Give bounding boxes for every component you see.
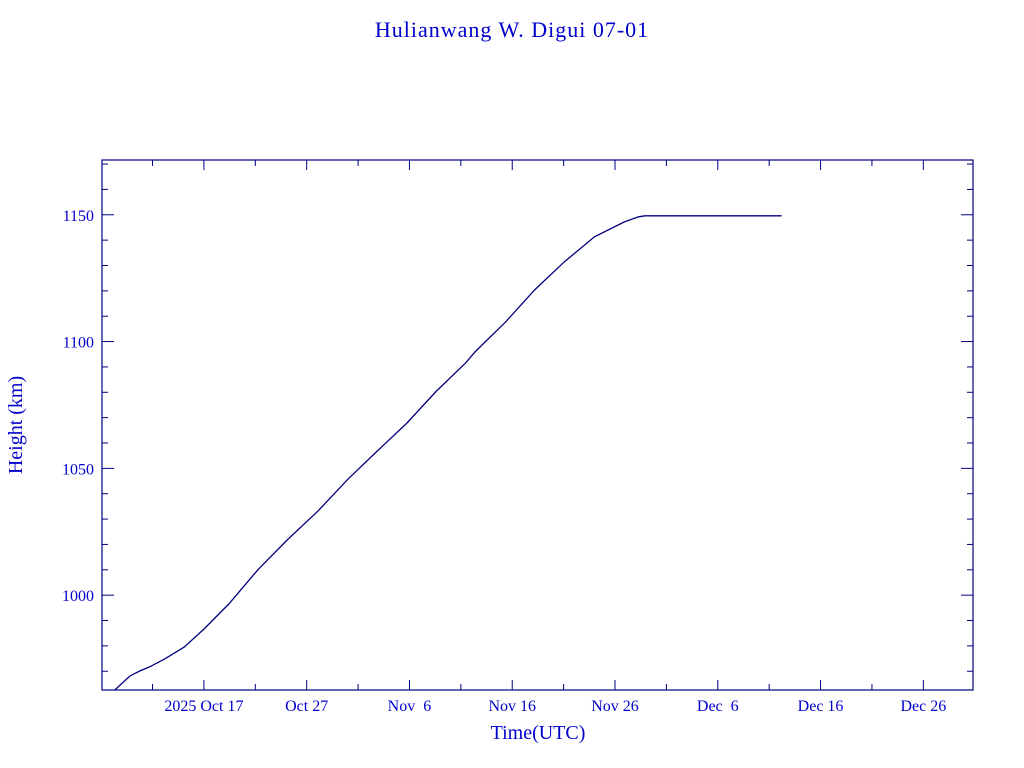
x-tick-label: Dec 6 — [697, 698, 739, 715]
y-tick-label: 1000 — [62, 588, 94, 605]
axis-ticks — [102, 160, 973, 690]
x-tick-label: Nov 16 — [488, 698, 536, 715]
series-line — [114, 215, 782, 691]
x-tick-label: Oct 27 — [285, 698, 328, 715]
plot-frame — [101, 159, 974, 691]
x-tick-label: Nov 6 — [388, 698, 432, 715]
chart-title: Hulianwang W. Digui 07-01 — [375, 17, 649, 42]
y-axis-label: Height (km) — [5, 376, 27, 474]
x-tick-label: Dec 16 — [798, 698, 844, 715]
x-axis-label: Time(UTC) — [491, 722, 586, 744]
x-tick-label: Dec 26 — [900, 698, 946, 715]
x-tick-label: Nov 26 — [591, 698, 639, 715]
x-tick-label: 2025 Oct 17 — [164, 698, 243, 715]
y-tick-label: 1100 — [63, 335, 94, 352]
y-tick-label: 1150 — [63, 208, 94, 225]
tick-labels: 2025 Oct 17 Oct 27 Nov 6 Nov 16 Nov 26 Dec 6 D… — [62, 208, 946, 715]
y-tick-label: 1050 — [62, 461, 94, 478]
